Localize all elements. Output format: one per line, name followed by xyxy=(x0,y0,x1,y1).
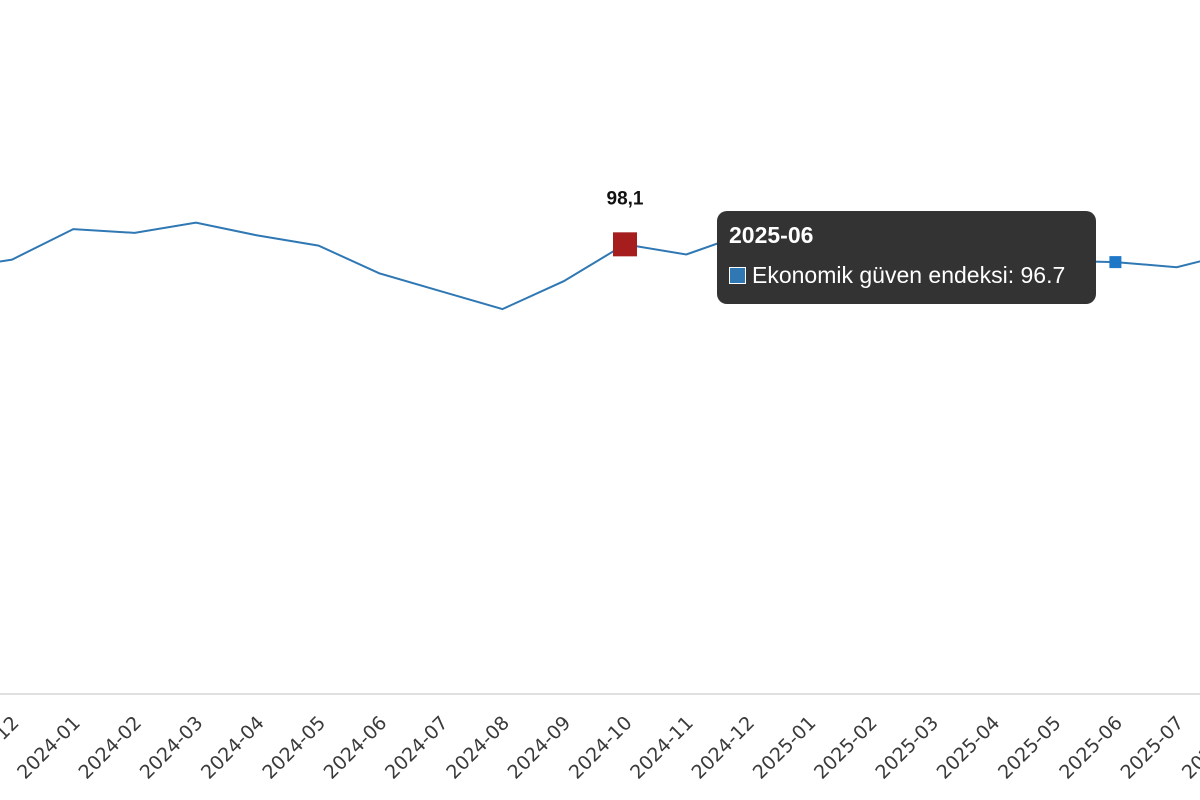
x-tick-label: 2025-04 xyxy=(933,712,1005,784)
x-tick-label: 2024-03 xyxy=(136,712,208,784)
x-tick-label: 2024-01 xyxy=(13,712,85,784)
active-point-marker[interactable] xyxy=(1109,256,1122,269)
x-tick-label: 2024-09 xyxy=(504,712,576,784)
x-tick-label: 2025-01 xyxy=(749,712,821,784)
x-tick-label: 2024-11 xyxy=(626,712,698,784)
tooltip-row: Ekonomik güven endeksi: 96.7 xyxy=(729,262,1083,288)
x-tick-label: 2025-06 xyxy=(1055,712,1127,784)
x-tick-label: 2024-04 xyxy=(197,712,269,784)
series-swatch-icon xyxy=(729,266,746,284)
x-tick-label: 2025-07 xyxy=(1117,712,1189,784)
x-tick-label: 2025-05 xyxy=(994,712,1066,784)
highlight-value-label: 98,1 xyxy=(607,188,644,209)
x-tick-label: 2025-03 xyxy=(871,712,943,784)
x-tick-label: 2024-12 xyxy=(687,712,759,784)
x-tick-label: 2024-02 xyxy=(74,712,146,784)
highlight-marker[interactable] xyxy=(613,232,637,257)
x-tick-label: 2024-10 xyxy=(565,712,637,784)
x-tick-label: 2025-02 xyxy=(810,712,882,784)
tooltip-value-text: Ekonomik güven endeksi: 96.7 xyxy=(752,262,1066,288)
x-axis-tick-labels: 2023-122024-012024-022024-032024-042024-… xyxy=(0,712,1200,784)
x-tick-label: 2024-08 xyxy=(442,712,514,784)
x-tick-label: 2024-05 xyxy=(258,712,330,784)
x-tick-label: 2024-07 xyxy=(381,712,453,784)
tooltip: 2025-06 Ekonomik güven endeksi: 96.7 xyxy=(717,211,1096,304)
tooltip-title: 2025-06 xyxy=(729,222,814,248)
x-tick-label: 2024-06 xyxy=(320,712,392,784)
